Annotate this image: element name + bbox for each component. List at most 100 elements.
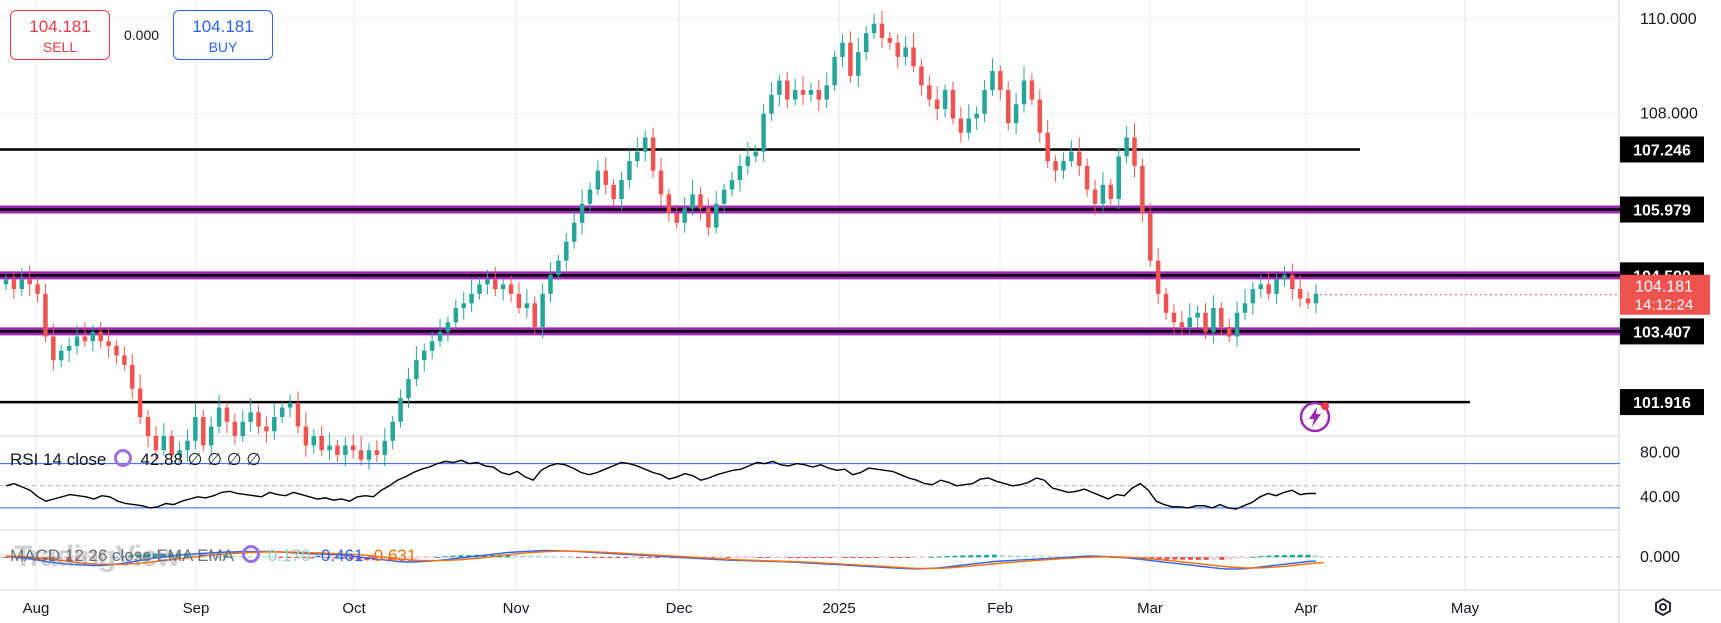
candle-body: [990, 71, 995, 91]
candle-body: [1092, 189, 1098, 204]
candle-body: [611, 184, 616, 200]
macd-legend[interactable]: MACD 12 26 close EMA EMA 0.170 -0.461 -0.…: [10, 545, 416, 566]
gear-icon[interactable]: [114, 449, 133, 467]
macd-histogram-bar: [113, 556, 119, 558]
time-tick-label: Nov: [503, 600, 530, 617]
candle-body: [1258, 284, 1264, 290]
macd-histogram-bar: [325, 557, 331, 559]
candle-body: [1108, 184, 1114, 200]
candle-body: [161, 436, 167, 451]
candle-body: [201, 417, 206, 446]
candle-body: [635, 151, 640, 162]
level-price-tag: [1620, 136, 1704, 163]
gear-icon[interactable]: [241, 545, 260, 563]
candle-body: [130, 364, 135, 389]
candle-body: [358, 450, 364, 460]
candle-body: [1234, 312, 1240, 337]
candle-body: [524, 303, 530, 309]
lightning-alert-icon[interactable]: [1298, 400, 1332, 434]
candle-body: [769, 94, 774, 114]
price-tick-label: 110.000: [1640, 11, 1697, 28]
candle-body: [603, 170, 609, 185]
candle-body: [374, 450, 380, 455]
macd-histogram-bar: [238, 555, 244, 558]
candle-body: [477, 284, 482, 294]
candle-body: [3, 279, 9, 285]
candle-body: [295, 402, 301, 427]
macd-histogram-bar: [1274, 555, 1280, 558]
sell-button[interactable]: 104.181 SELL: [10, 10, 110, 60]
macd-histogram-bar: [866, 557, 872, 558]
candle-body: [856, 52, 861, 76]
candle-body: [19, 279, 25, 290]
candle-body: [879, 23, 885, 38]
buy-label: BUY: [208, 39, 238, 55]
tradingview-watermark: TradingView: [14, 540, 180, 573]
macd-histogram-bar: [364, 557, 370, 561]
macd-histogram-bar: [1305, 554, 1311, 558]
buy-button[interactable]: 104.181 BUY: [173, 10, 273, 60]
candle-body: [366, 450, 372, 460]
macd-histogram-bar: [1172, 557, 1178, 560]
level-price-label: 105.979: [1633, 203, 1691, 220]
candle-body: [753, 151, 758, 157]
macd-histogram-bar: [944, 556, 950, 558]
candle-body: [224, 407, 230, 422]
macd-histogram-bar: [607, 557, 613, 558]
macd-histogram-bar: [1250, 556, 1256, 558]
macd-histogram-bar: [999, 554, 1005, 558]
candle-body: [1077, 151, 1082, 166]
macd-histogram-bar: [466, 555, 472, 558]
candle-body: [11, 279, 17, 290]
candle-body: [208, 426, 214, 446]
macd-histogram-bar: [152, 553, 158, 558]
rsi-line: [5, 459, 1316, 510]
candle-body: [500, 284, 506, 290]
macd-histogram-bar: [419, 557, 425, 559]
candle-body: [414, 360, 419, 380]
macd-tick-label: 0.000: [1640, 549, 1680, 566]
candle-body: [1163, 293, 1169, 313]
macd-histogram-bar: [27, 557, 33, 560]
macd-histogram-bar: [66, 557, 72, 561]
macd-histogram-bar: [411, 557, 417, 560]
candle-body: [1148, 213, 1153, 261]
time-tick-label: 2025: [822, 600, 855, 617]
candle-body: [1037, 99, 1043, 133]
candle-body: [650, 137, 656, 171]
macd-histogram-bar: [348, 557, 354, 560]
rsi-extra: ∅ ∅ ∅ ∅: [187, 450, 262, 469]
candle-body: [43, 293, 48, 337]
candle-body: [1005, 90, 1011, 124]
macd-histogram-bar: [136, 554, 142, 558]
level-price-label: 101.916: [1633, 395, 1691, 412]
settings-icon[interactable]: [1654, 598, 1672, 616]
macd-histogram-bar: [544, 555, 550, 558]
candle-body: [327, 445, 332, 451]
macd-histogram-bar: [599, 557, 605, 558]
candle-body: [690, 194, 695, 209]
candle-body: [153, 436, 159, 451]
macd-histogram-bar: [230, 555, 236, 558]
candle-body: [674, 213, 680, 223]
candle-body: [1187, 317, 1192, 327]
macd-histogram-bar: [482, 554, 488, 558]
macd-histogram-bar: [301, 557, 307, 559]
candle-body: [1203, 312, 1208, 332]
macd-histogram-bar: [583, 557, 589, 558]
candle-body: [540, 293, 545, 327]
macd-histogram-bar: [936, 556, 942, 558]
macd-histogram-bar: [505, 554, 511, 558]
time-tick-label: Sep: [183, 600, 210, 617]
macd-histogram-bar: [529, 555, 535, 558]
macd-histogram-bar: [991, 554, 997, 558]
macd-histogram-bar: [709, 557, 715, 559]
rsi-legend[interactable]: RSI 14 close 42.88 ∅ ∅ ∅ ∅: [10, 449, 261, 470]
candle-body: [777, 80, 782, 95]
candle-body: [1274, 279, 1279, 294]
candle-body: [106, 341, 111, 346]
macd-histogram-bar: [1282, 555, 1288, 558]
candle-body: [232, 421, 238, 436]
macd-histogram-bar: [270, 556, 276, 558]
